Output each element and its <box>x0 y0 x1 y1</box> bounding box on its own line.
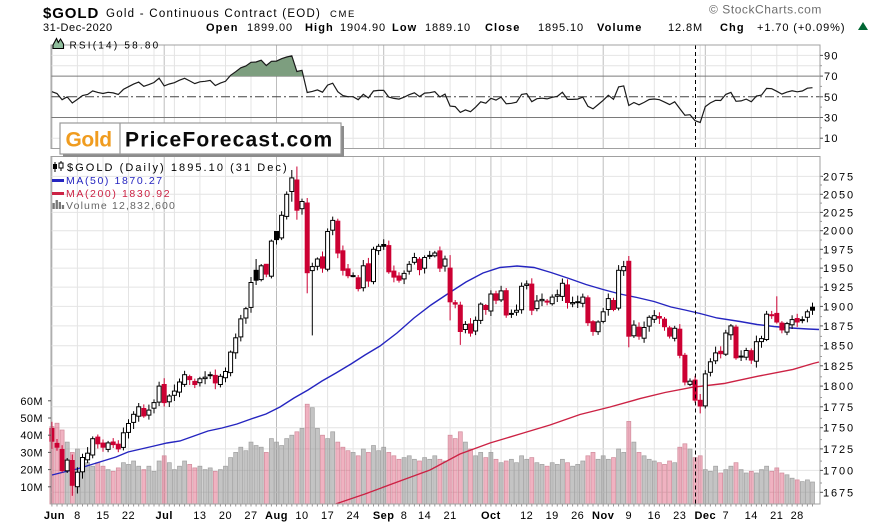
svg-text:13: 13 <box>193 510 206 522</box>
svg-text:27: 27 <box>244 510 257 522</box>
svg-text:1725: 1725 <box>823 444 855 456</box>
svg-text:12: 12 <box>520 510 533 522</box>
svg-text:28: 28 <box>791 510 804 522</box>
svg-text:1950: 1950 <box>823 263 855 275</box>
svg-text:9: 9 <box>625 510 632 522</box>
svg-text:CME: CME <box>330 9 356 20</box>
svg-text:20: 20 <box>219 510 232 522</box>
svg-text:31-Dec-2020: 31-Dec-2020 <box>43 22 113 34</box>
svg-text:1975: 1975 <box>823 244 855 256</box>
svg-text:24: 24 <box>346 510 359 522</box>
svg-text:23: 23 <box>673 510 686 522</box>
svg-text:90: 90 <box>824 50 839 62</box>
svg-text:8: 8 <box>74 510 81 522</box>
svg-text:16: 16 <box>648 510 661 522</box>
svg-text:1775: 1775 <box>823 402 855 414</box>
svg-text:+1.70 (+0.09%): +1.70 (+0.09%) <box>757 22 845 34</box>
svg-text:17: 17 <box>321 510 334 522</box>
svg-text:High: High <box>305 22 334 34</box>
svg-text:Nov: Nov <box>592 510 615 522</box>
svg-text:2000: 2000 <box>823 226 855 238</box>
svg-text:1700: 1700 <box>823 465 855 477</box>
svg-text:Sep: Sep <box>373 510 395 522</box>
svg-text:MA(50) 1870.27: MA(50) 1870.27 <box>66 175 164 187</box>
svg-text:Gold: Gold <box>66 129 112 152</box>
svg-text:Chg: Chg <box>720 22 745 34</box>
svg-text:1850: 1850 <box>823 341 855 353</box>
svg-text:8: 8 <box>401 510 408 522</box>
svg-text:Open: Open <box>206 22 239 34</box>
svg-text:70: 70 <box>824 71 839 83</box>
svg-text:19: 19 <box>546 510 559 522</box>
svg-text:$GOLD (Daily) 1895.10 (31 Dec): $GOLD (Daily) 1895.10 (31 Dec) <box>67 162 289 174</box>
svg-text:1904.90: 1904.90 <box>340 22 386 34</box>
svg-text:2025: 2025 <box>823 207 855 219</box>
svg-text:© StockCharts.com: © StockCharts.com <box>709 3 822 17</box>
svg-text:20M: 20M <box>20 465 43 477</box>
svg-text:10M: 10M <box>20 482 43 494</box>
svg-text:14: 14 <box>745 510 758 522</box>
svg-text:30: 30 <box>824 113 839 125</box>
svg-text:50M: 50M <box>20 413 43 425</box>
svg-text:60M: 60M <box>20 396 43 408</box>
svg-text:10: 10 <box>824 133 839 145</box>
svg-text:Aug: Aug <box>265 510 288 522</box>
svg-text:Oct: Oct <box>481 510 501 522</box>
svg-text:1899.00: 1899.00 <box>247 22 293 34</box>
svg-text:26: 26 <box>571 510 584 522</box>
svg-text:Dec: Dec <box>694 510 716 522</box>
svg-text:10: 10 <box>295 510 308 522</box>
svg-text:21: 21 <box>770 510 783 522</box>
svg-text:14: 14 <box>418 510 431 522</box>
svg-text:2050: 2050 <box>823 189 855 201</box>
svg-text:21: 21 <box>443 510 456 522</box>
svg-text:1889.10: 1889.10 <box>425 22 471 34</box>
svg-text:Close: Close <box>485 22 520 34</box>
svg-text:Volume 12,832,600: Volume 12,832,600 <box>66 200 176 212</box>
svg-text:15: 15 <box>96 510 109 522</box>
svg-text:Volume: Volume <box>597 22 643 34</box>
svg-text:Low: Low <box>392 22 417 34</box>
svg-text:12.8M: 12.8M <box>668 22 703 34</box>
svg-text:2075: 2075 <box>823 171 855 183</box>
svg-text:MA(200) 1830.92: MA(200) 1830.92 <box>66 188 171 200</box>
svg-text:50: 50 <box>824 92 839 104</box>
svg-text:1825: 1825 <box>823 361 855 373</box>
svg-text:Gold - Continuous Contract (EO: Gold - Continuous Contract (EOD) <box>106 8 321 20</box>
svg-text:1875: 1875 <box>823 321 855 333</box>
svg-text:PriceForecast.com: PriceForecast.com <box>125 129 333 152</box>
svg-text:1925: 1925 <box>823 282 855 294</box>
svg-text:1900: 1900 <box>823 301 855 313</box>
svg-text:40M: 40M <box>20 430 43 442</box>
svg-text:$GOLD: $GOLD <box>43 5 99 22</box>
svg-text:Jul: Jul <box>155 510 172 522</box>
svg-text:7: 7 <box>722 510 729 522</box>
svg-text:RSI(14) 58.80: RSI(14) 58.80 <box>70 41 161 52</box>
svg-text:Jun: Jun <box>44 510 65 522</box>
svg-text:30M: 30M <box>20 447 43 459</box>
svg-text:1675: 1675 <box>823 487 855 499</box>
svg-text:22: 22 <box>122 510 135 522</box>
svg-text:1750: 1750 <box>823 423 855 435</box>
svg-text:1895.10: 1895.10 <box>538 22 584 34</box>
svg-text:1800: 1800 <box>823 381 855 393</box>
